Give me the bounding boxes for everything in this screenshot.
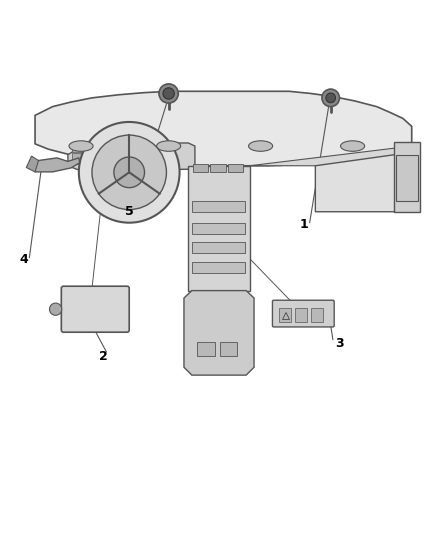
- Bar: [295, 308, 307, 322]
- Polygon shape: [394, 142, 420, 212]
- Circle shape: [322, 89, 339, 107]
- Ellipse shape: [249, 141, 272, 151]
- Polygon shape: [68, 143, 195, 174]
- Polygon shape: [35, 91, 412, 166]
- Circle shape: [114, 157, 145, 188]
- Bar: [192, 262, 245, 273]
- Circle shape: [326, 93, 336, 103]
- Polygon shape: [184, 290, 254, 375]
- Polygon shape: [188, 166, 250, 290]
- Text: 2: 2: [99, 350, 107, 363]
- Polygon shape: [32, 158, 80, 172]
- Polygon shape: [116, 166, 142, 216]
- Bar: [197, 342, 215, 356]
- Bar: [192, 201, 245, 212]
- Circle shape: [159, 84, 178, 103]
- Bar: [311, 308, 323, 322]
- Bar: [192, 243, 245, 253]
- Ellipse shape: [69, 141, 93, 151]
- Polygon shape: [26, 156, 39, 172]
- Bar: [72, 152, 94, 164]
- FancyBboxPatch shape: [272, 300, 334, 327]
- Polygon shape: [250, 146, 412, 166]
- Text: 1: 1: [300, 219, 309, 231]
- Circle shape: [79, 122, 180, 223]
- Circle shape: [163, 88, 174, 99]
- Ellipse shape: [341, 141, 364, 151]
- Circle shape: [92, 135, 166, 209]
- Bar: [192, 223, 245, 233]
- Bar: [220, 342, 237, 356]
- Text: 5: 5: [125, 205, 134, 218]
- Circle shape: [49, 303, 62, 316]
- Bar: [193, 164, 208, 172]
- Bar: [210, 164, 226, 172]
- Ellipse shape: [157, 141, 180, 151]
- Bar: [228, 164, 243, 172]
- Bar: [396, 155, 418, 201]
- Text: 4: 4: [20, 253, 28, 266]
- FancyBboxPatch shape: [61, 286, 129, 332]
- Polygon shape: [315, 152, 410, 212]
- Text: 3: 3: [335, 337, 344, 350]
- Bar: [279, 308, 291, 322]
- Bar: [72, 145, 90, 152]
